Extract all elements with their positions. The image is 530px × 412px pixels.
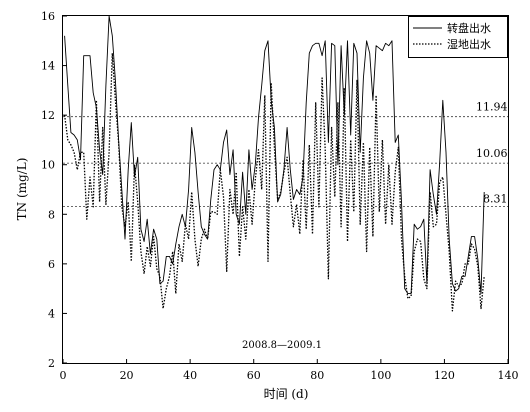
reference-label-0: 11.94 — [476, 101, 508, 114]
y-tick-label-4: 10 — [41, 159, 55, 172]
reference-label-2: 8.31 — [483, 193, 508, 206]
y-tick-label-6: 14 — [41, 60, 55, 73]
x-tick-label-7: 140 — [498, 369, 519, 382]
legend-label-0: 转盘出水 — [447, 21, 491, 35]
y-tick-label-2: 6 — [48, 258, 55, 271]
y-axis-title: TN (mg/L) — [15, 158, 29, 221]
x-tick-label-2: 40 — [183, 369, 197, 382]
series-lines — [63, 15, 485, 312]
y-tick-label-5: 12 — [41, 109, 55, 122]
y-tick-label-1: 4 — [48, 307, 55, 320]
y-tick-label-7: 16 — [41, 10, 55, 23]
legend-label-1: 湿地出水 — [447, 37, 491, 51]
x-tick-label-5: 100 — [370, 369, 391, 382]
x-axis-title: 时间 (d) — [264, 387, 309, 401]
x-tick-label-0: 0 — [60, 369, 67, 382]
x-tick-label-6: 120 — [434, 369, 455, 382]
series-line-0 — [64, 15, 485, 295]
reference-label-1: 10.06 — [476, 147, 508, 160]
date-range-annotation: 2008.8—2009.1 — [242, 340, 322, 351]
axes: 0 20 40 60 80 100 120 140 2 4 6 8 10 12 14 16 — [41, 10, 519, 382]
x-tick-label-3: 60 — [247, 369, 261, 382]
x-tick-label-1: 20 — [120, 369, 134, 382]
series-line-1 — [63, 52, 485, 312]
y-tick-label-3: 8 — [48, 208, 55, 221]
reference-lines: 11.94 10.06 8.31 — [63, 101, 508, 208]
y-tick-label-0: 2 — [48, 357, 55, 370]
legend-box — [408, 16, 508, 58]
plot-frame — [62, 15, 509, 364]
x-tick-label-4: 80 — [310, 369, 324, 382]
